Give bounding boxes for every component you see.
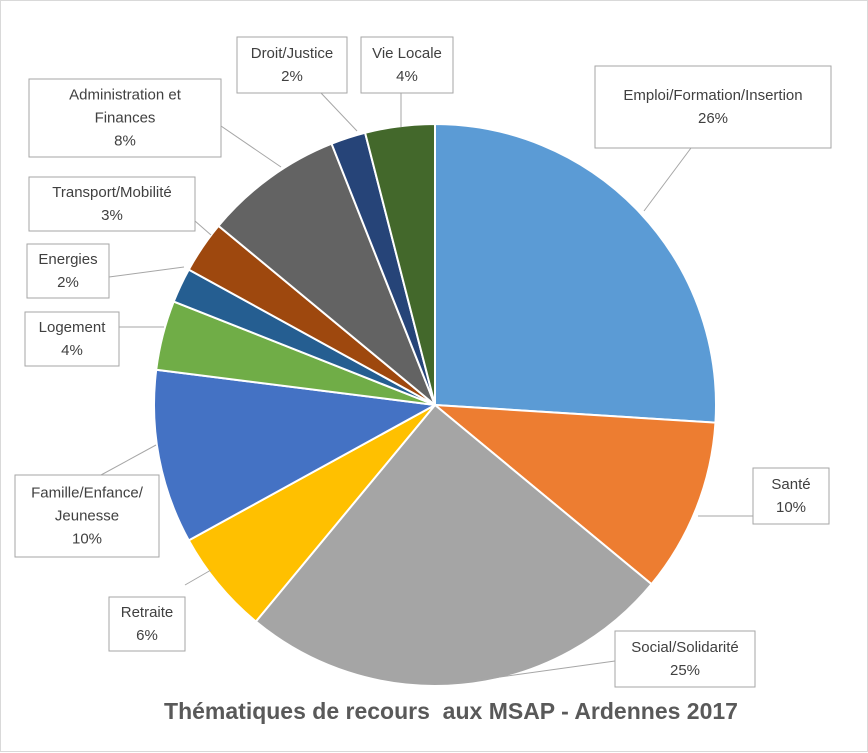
callout-box-energies	[26, 243, 110, 299]
data-label-value-transport-mobilit-: 3%	[101, 207, 123, 224]
data-label-value-social-solidarit-: 25%	[670, 662, 700, 679]
callout-box-transport-mobilit-	[28, 176, 196, 232]
data-label-category-famille-enfance-jeunesse: Jeunesse	[55, 508, 119, 525]
callout-box-retraite	[108, 596, 186, 652]
data-label-value-vie-locale: 4%	[396, 68, 418, 85]
pie-slice-social-solidarit-	[254, 403, 653, 687]
data-label-category-transport-mobilit-: Transport/Mobilité	[52, 184, 172, 201]
data-label-value-logement: 4%	[61, 342, 83, 359]
data-label-value-retraite: 6%	[136, 627, 158, 644]
pie-slices	[153, 122, 717, 687]
data-callouts: Emploi/Formation/Insertion 26% Santé 10% Soc…	[14, 36, 832, 688]
data-label-category-droit-justice: Droit/Justice	[251, 45, 334, 62]
pie-slice-emploi-formation-insertion	[434, 122, 717, 424]
chart-title: Thématiques de recours aux MSAP - Ardenn…	[164, 698, 738, 724]
data-label-category-social-solidarit-: Social/Solidarité	[631, 639, 739, 656]
leader-line-famille-enfance-jeunesse	[100, 444, 157, 476]
pie-slice-administration-et-finances	[217, 142, 436, 406]
callout-box-droit-justice	[236, 36, 348, 94]
data-label-value-droit-justice: 2%	[281, 68, 303, 85]
leader-line-administration-et-finances	[220, 125, 282, 168]
pie-slice-sant-	[431, 403, 717, 586]
data-label-value-sant-: 10%	[776, 499, 806, 516]
callout-box-social-solidarit-	[614, 630, 756, 688]
callout-box-emploi-formation-insertion	[594, 65, 832, 149]
data-label-category-administration-et-finances: Administration et	[69, 87, 182, 104]
callout-box-sant-	[752, 467, 830, 525]
leader-line-social-solidarit-	[448, 660, 616, 685]
data-label-value-energies: 2%	[57, 274, 79, 291]
data-label-value-administration-et-finances: 8%	[114, 133, 136, 150]
pie-slice-vie-locale	[363, 122, 436, 406]
callout-box-vie-locale	[360, 36, 454, 94]
data-label-category-retraite: Retraite	[121, 604, 174, 621]
callout-box-logement	[24, 311, 120, 367]
callout-box-administration-et-finances	[28, 78, 222, 158]
data-label-category-emploi-formation-insertion: Emploi/Formation/Insertion	[623, 87, 802, 104]
data-label-category-administration-et-finances: Finances	[95, 110, 156, 127]
data-label-category-energies: Energies	[38, 251, 97, 268]
data-label-value-emploi-formation-insertion: 26%	[698, 110, 728, 127]
leader-line-transport-mobilit-	[194, 220, 212, 236]
leader-line-energies	[108, 266, 185, 278]
leader-line-emploi-formation-insertion	[643, 147, 692, 212]
data-label-category-sant-: Santé	[771, 476, 810, 493]
data-label-category-vie-locale: Vie Locale	[372, 45, 442, 62]
pie-slice-famille-enfance-jeunesse	[153, 368, 439, 542]
data-label-value-famille-enfance-jeunesse: 10%	[72, 531, 102, 548]
data-label-category-logement: Logement	[39, 319, 107, 336]
callout-box-famille-enfance-jeunesse	[14, 474, 160, 558]
data-label-category-famille-enfance-jeunesse: Famille/Enfance/	[31, 485, 144, 502]
leader-line-retraite	[184, 569, 212, 586]
leader-line-droit-justice	[320, 92, 358, 132]
